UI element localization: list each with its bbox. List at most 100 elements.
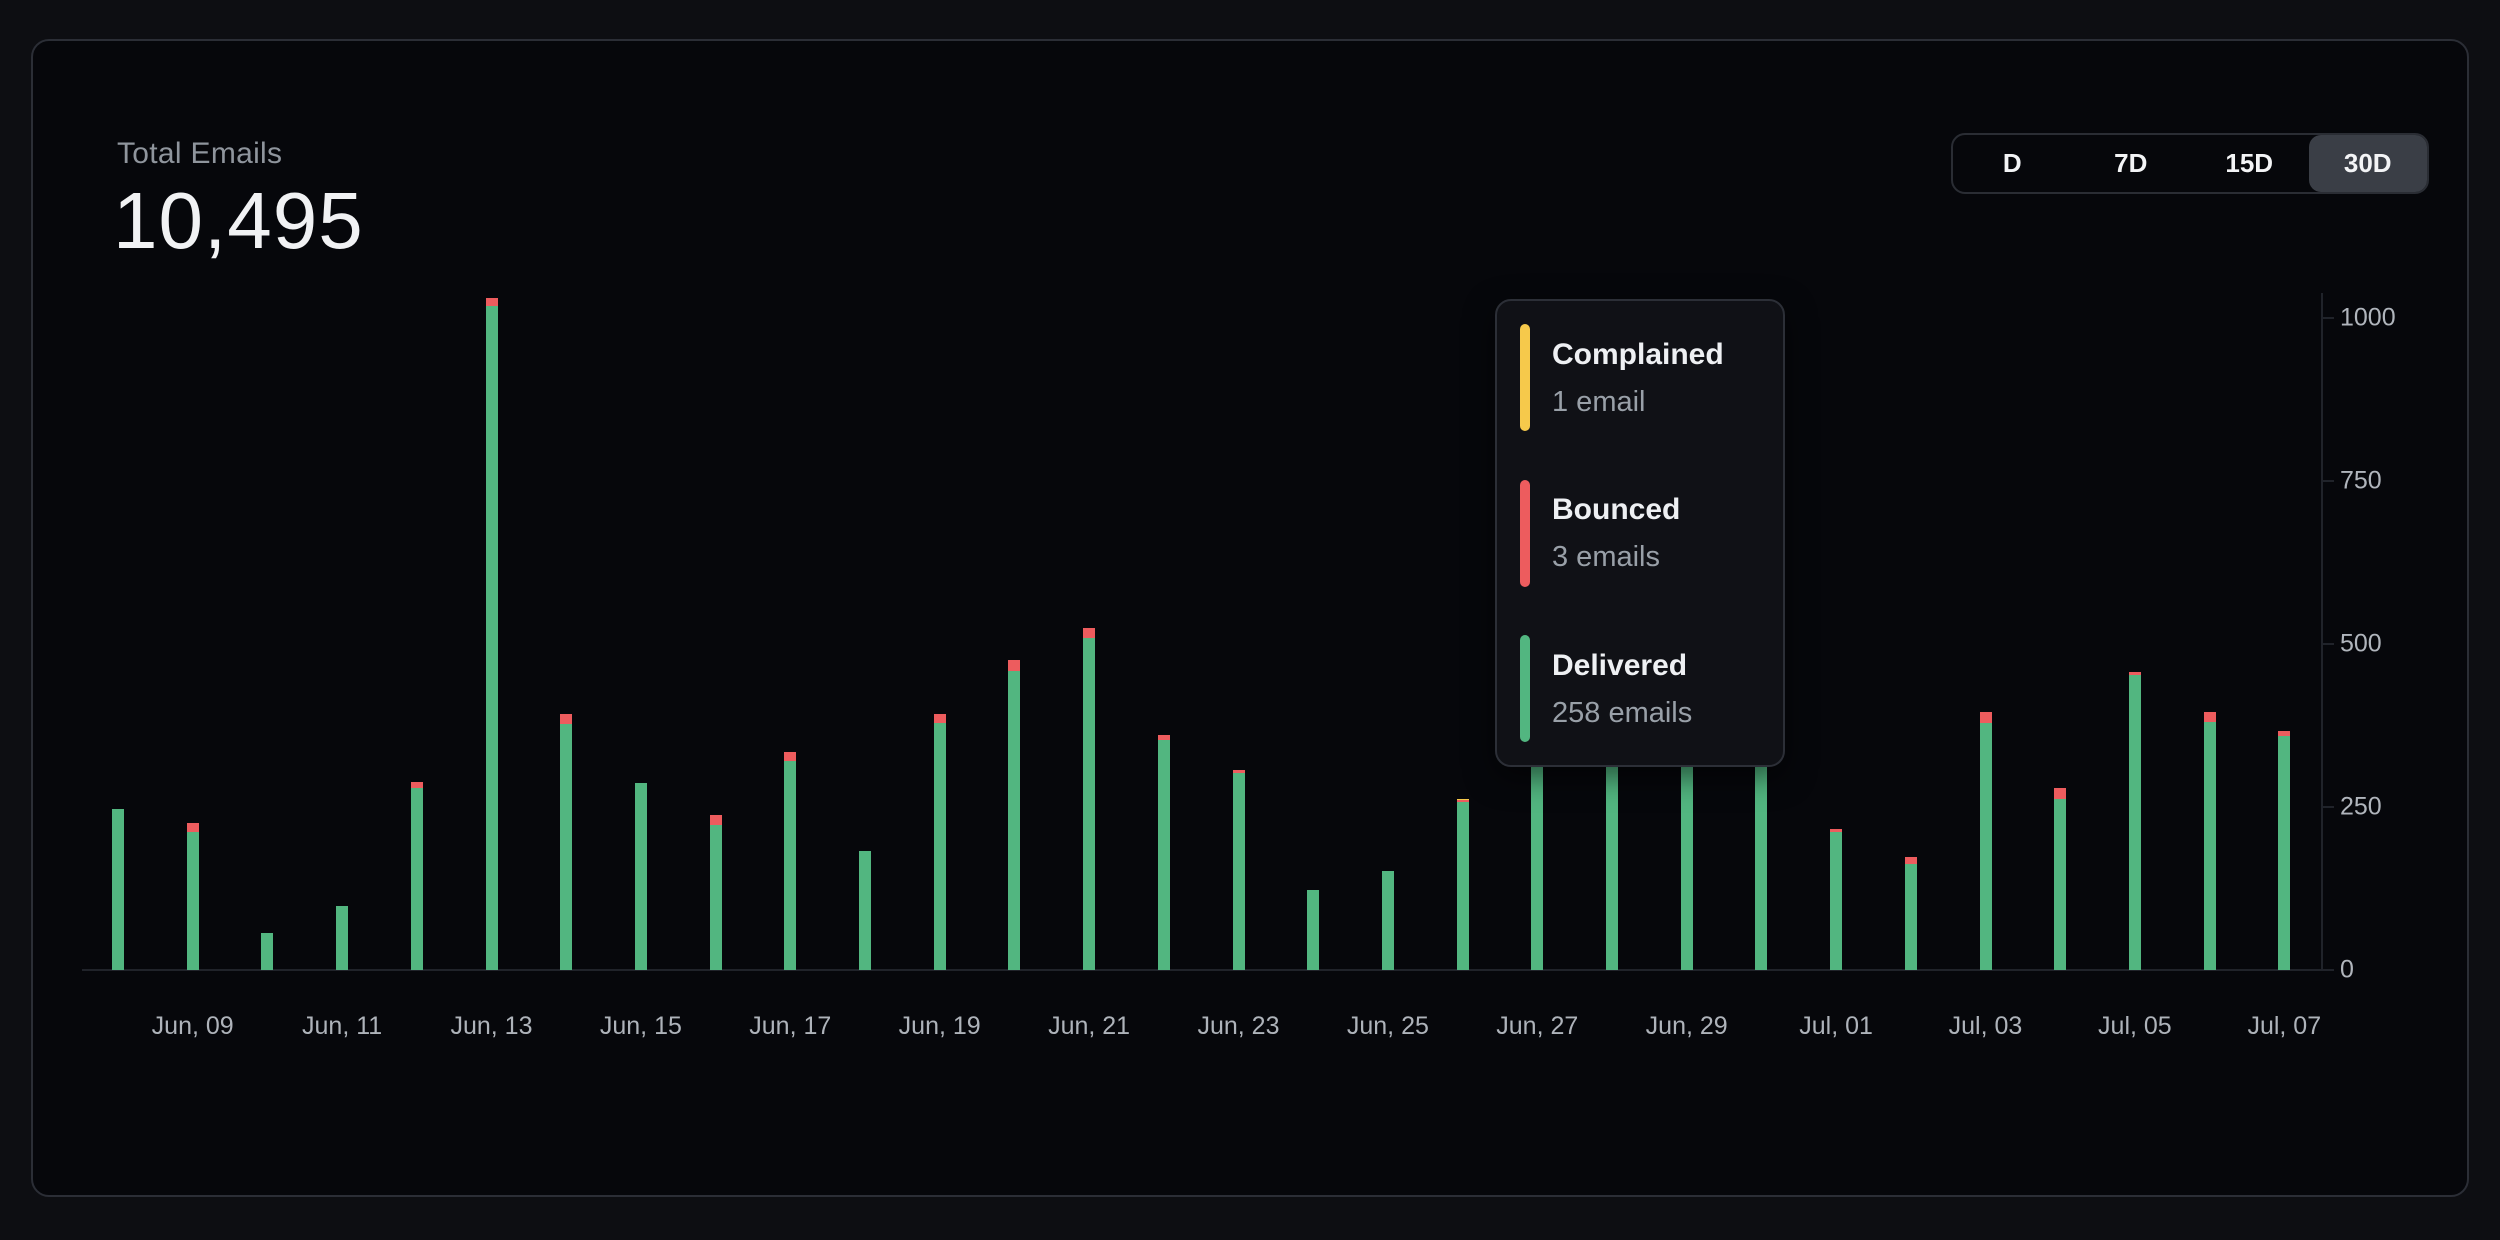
delivered-segment <box>112 808 124 970</box>
tooltip-series-value: 1 email <box>1552 385 1646 418</box>
delivered-segment <box>1083 638 1096 970</box>
x-tick-label: Jun, 15 <box>599 1012 682 1040</box>
tooltip-series-value: 258 emails <box>1552 696 1693 729</box>
range-button-d[interactable]: D <box>2002 148 2022 178</box>
tooltip-series-label: Complained <box>1552 337 1724 371</box>
y-tick <box>2321 806 2334 808</box>
delivered-segment <box>1381 870 1394 970</box>
tooltip-row-delivered: Delivered 258 emails <box>1520 635 1760 742</box>
bar-jun-11[interactable] <box>336 906 349 970</box>
bounced-segment <box>1830 829 1843 833</box>
bounced-segment <box>709 814 722 825</box>
x-tick-label: Jun, 23 <box>1197 1012 1280 1040</box>
bounced-segment <box>1083 628 1096 639</box>
delivered-segment <box>709 824 722 970</box>
delivered-segment <box>784 761 797 970</box>
bar-jul-01[interactable] <box>1830 829 1843 970</box>
delivered-segment <box>2278 735 2291 970</box>
bar-jun-09[interactable] <box>186 822 199 970</box>
delivered-segment <box>933 722 946 970</box>
bounced-segment <box>2278 730 2291 736</box>
bounced-segment <box>186 822 199 832</box>
delivered-segment <box>336 906 349 970</box>
bounced-segment <box>2054 788 2067 799</box>
bar-jun-08[interactable] <box>112 808 124 970</box>
y-tick-label: 1000 <box>2340 303 2396 332</box>
x-tick-label: Jul, 05 <box>2098 1012 2172 1040</box>
bar-jun-23[interactable] <box>1232 769 1245 970</box>
delivered-segment <box>410 788 423 970</box>
bar-jun-14[interactable] <box>560 713 573 970</box>
bar-jun-21[interactable] <box>1083 628 1096 970</box>
y-tick-label: 500 <box>2340 629 2382 658</box>
delivered-segment <box>2054 798 2067 970</box>
bar-jun-10[interactable] <box>261 932 274 970</box>
tooltip-row-complained: Complained 1 email <box>1520 324 1760 431</box>
bar-jun-24[interactable] <box>1307 889 1320 970</box>
bar-jun-17[interactable] <box>784 752 797 970</box>
bar-jun-13[interactable] <box>485 298 498 970</box>
bar-jun-19[interactable] <box>933 714 946 970</box>
y-tick <box>2321 969 2334 971</box>
y-tick <box>2321 317 2334 319</box>
range-button-30d[interactable]: 30D <box>2308 135 2427 192</box>
delivered-segment <box>1979 722 1992 970</box>
bounced-segment <box>410 781 423 789</box>
bounced-segment <box>1232 769 1245 774</box>
delivered-color-pill <box>1520 635 1530 742</box>
bar-jun-26[interactable] <box>1456 799 1469 970</box>
x-tick-label: Jun, 25 <box>1346 1012 1429 1040</box>
bounced-segment <box>1456 799 1469 802</box>
bounced-segment <box>1157 734 1170 740</box>
delivered-segment <box>1830 832 1843 970</box>
range-button-15d[interactable]: 15D <box>2225 148 2274 178</box>
bar-jul-04[interactable] <box>2054 788 2067 970</box>
x-tick-label: Jun, 13 <box>450 1012 533 1040</box>
bounced-segment <box>485 298 498 307</box>
delivered-segment <box>1456 801 1469 970</box>
delivered-segment <box>560 724 573 970</box>
bar-jun-12[interactable] <box>410 781 423 970</box>
x-tick-label: Jun, 19 <box>898 1012 981 1040</box>
total-emails-value: 10,495 <box>113 176 364 265</box>
bar-jun-22[interactable] <box>1157 734 1170 970</box>
x-tick-label: Jun, 11 <box>302 1012 383 1040</box>
bar-jul-03[interactable] <box>1979 711 1992 970</box>
x-tick-label: Jul, 07 <box>2247 1012 2322 1040</box>
tooltip-series-label: Bounced <box>1552 493 1681 526</box>
y-tick-label: 750 <box>2340 466 2382 495</box>
bounced-segment <box>1979 711 1992 723</box>
email-stats-card: Total Emails 10,495 D 7D 15D 30D <box>31 39 2469 1197</box>
delivered-segment <box>2128 675 2141 970</box>
y-tick-label: 0 <box>2340 955 2354 984</box>
x-tick-label: Jun, 27 <box>1496 1012 1579 1040</box>
bar-jun-25[interactable] <box>1381 870 1394 970</box>
range-button-7d[interactable]: 7D <box>2114 148 2148 178</box>
tooltip-row-bounced: Bounced 3 emails <box>1520 479 1760 587</box>
bar-jun-16[interactable] <box>709 814 722 970</box>
bar-jun-20[interactable] <box>1008 659 1021 970</box>
complained-color-pill <box>1520 324 1530 431</box>
tooltip-series-label: Delivered <box>1552 648 1688 682</box>
bar-jul-02[interactable] <box>1904 857 1917 970</box>
bar-jun-15[interactable] <box>634 782 647 970</box>
bar-jun-18[interactable] <box>859 850 871 970</box>
x-tick-label: Jun, 17 <box>749 1012 832 1040</box>
x-tick-label: Jul, 01 <box>1799 1012 1873 1040</box>
delivered-segment <box>1008 671 1021 970</box>
bounced-segment <box>2203 711 2216 722</box>
x-tick-label: Jun, 21 <box>1048 1012 1131 1040</box>
delivered-segment <box>1904 863 1917 970</box>
x-tick-label: Jun, 09 <box>151 1012 234 1040</box>
bar-jul-07[interactable] <box>2278 730 2291 970</box>
bounced-color-pill <box>1520 479 1530 587</box>
delivered-segment <box>859 850 871 970</box>
tooltip-texts: Bounced 3 emails <box>1552 492 1680 574</box>
y-tick <box>2321 480 2334 482</box>
bar-jul-06[interactable] <box>2203 711 2216 970</box>
bounced-segment <box>2128 672 2141 676</box>
bar-jul-05[interactable] <box>2128 672 2141 970</box>
bounced-segment <box>933 714 946 723</box>
bounced-segment <box>1904 857 1917 864</box>
